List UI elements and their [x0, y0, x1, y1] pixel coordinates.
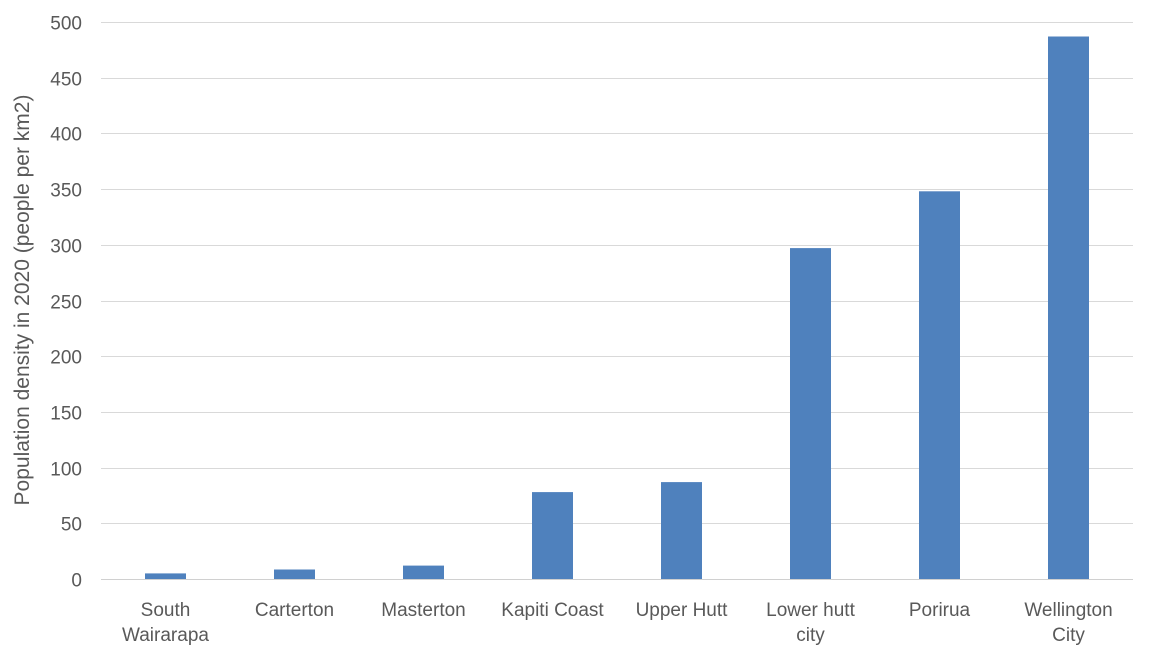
y-axis-title: Population density in 2020 (people per k…: [11, 95, 34, 506]
bars: [145, 36, 1089, 580]
x-tick-label: Lower hutt city: [766, 600, 855, 646]
y-tick-label: 0: [71, 571, 82, 592]
y-tick-labels: 0 50 100 150 200 250 300 350 400 450 500: [50, 14, 82, 592]
y-tick-label: 150: [50, 404, 82, 425]
x-tick-label: Kapiti Coast: [501, 600, 604, 621]
x-tick-label: Carterton: [255, 600, 334, 621]
bar-kapiti-coast: [532, 492, 573, 579]
x-tick-label: South Wairarapa: [122, 600, 209, 646]
y-tick-label: 450: [50, 70, 82, 91]
bar-upper-hutt: [661, 482, 702, 579]
x-tick-label: Porirua: [909, 600, 971, 621]
gridlines: [101, 22, 1133, 580]
x-tick-labels: South Wairarapa Carterton Masterton Kapiti C…: [122, 600, 1113, 646]
x-tick-label: Masterton: [381, 600, 465, 621]
bar-porirua: [919, 191, 960, 580]
x-tick-label: Wellington City: [1024, 600, 1112, 646]
y-tick-label: 50: [61, 515, 82, 536]
x-tick-label: Upper Hutt: [636, 600, 729, 621]
bar-wellington-city: [1048, 36, 1089, 579]
bar-south-wairarapa: [145, 573, 186, 579]
y-tick-label: 250: [50, 293, 82, 314]
y-tick-label: 500: [50, 14, 82, 35]
y-tick-label: 350: [50, 181, 82, 202]
y-tick-label: 300: [50, 237, 82, 258]
y-tick-label: 100: [50, 460, 82, 481]
bar-masterton: [403, 565, 444, 579]
bar-carterton: [274, 569, 315, 579]
bar-lower-hutt-city: [790, 248, 831, 579]
y-tick-label: 400: [50, 125, 82, 146]
y-tick-label: 200: [50, 348, 82, 369]
